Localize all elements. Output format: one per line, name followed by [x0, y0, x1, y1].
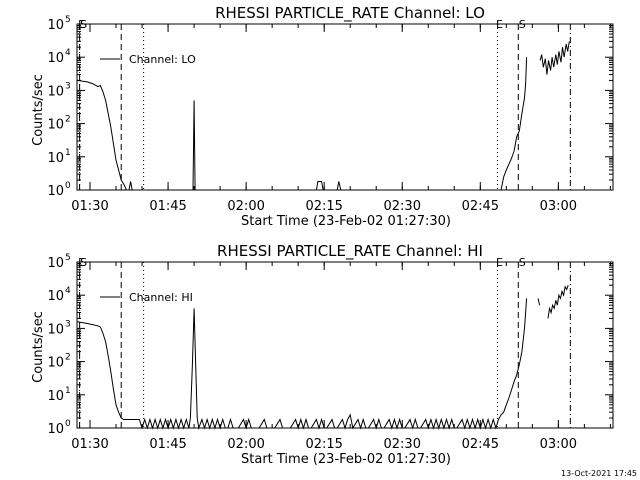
legend-label: Channel: HI [129, 291, 193, 304]
marker-label: E [78, 18, 85, 31]
legend-label: Channel: LO [129, 53, 196, 66]
y-tick-label: 10 [47, 51, 64, 66]
marker-label: E [496, 18, 503, 31]
y-tick-exponent: 1 [65, 386, 71, 396]
marker-label: S [80, 256, 87, 269]
series-line-lo [336, 181, 342, 191]
y-tick-exponent: 1 [65, 148, 71, 158]
y-tick-label: 10 [47, 84, 64, 99]
y-tick-exponent: 2 [65, 353, 71, 363]
y-tick-label: 10 [47, 389, 64, 404]
chart-title-lo: RHESSI PARTICLE_RATE Channel: LO [215, 4, 485, 23]
y-tick-label: 10 [47, 184, 64, 199]
y-tick-label: 10 [47, 289, 64, 304]
panel-lo: RHESSI PARTICLE_RATE Channel: LO Counts/… [31, 4, 614, 229]
y-tick-exponent: 4 [65, 48, 71, 58]
y-axis-label-lo: Counts/sec [31, 74, 46, 146]
marker-label: S [519, 18, 526, 31]
x-tick-label: 01:30 [71, 437, 108, 452]
y-tick-exponent: 0 [65, 181, 71, 191]
series-line-hi [76, 298, 528, 430]
y-tick-exponent: 3 [65, 319, 71, 329]
plot-frame-lo [76, 23, 614, 191]
x-axis-label-lo: Start Time (23-Feb-02 01:27:30) [241, 214, 451, 229]
y-tick-label: 10 [47, 118, 64, 133]
series-line-lo [128, 181, 133, 191]
x-tick-label: 02:15 [305, 437, 342, 452]
panel-hi: RHESSI PARTICLE_RATE Channel: HI Counts/… [31, 242, 614, 467]
series-line-lo [192, 100, 196, 191]
marker-label: S [519, 256, 526, 269]
x-tick-label: 02:15 [305, 199, 342, 214]
series-line-lo [539, 41, 570, 75]
series-line-hi [537, 298, 541, 306]
x-axis-label-hi: Start Time (23-Feb-02 01:27:30) [241, 452, 451, 467]
chart-title-hi: RHESSI PARTICLE_RATE Channel: HI [217, 242, 483, 261]
y-tick-exponent: 4 [65, 286, 71, 296]
x-tick-label: 01:30 [71, 199, 108, 214]
y-tick-label: 10 [47, 322, 64, 337]
footer-timestamp: 13-Oct-2021 17:45 [561, 469, 637, 478]
y-tick-exponent: 3 [65, 81, 71, 91]
series-line-lo [76, 79, 127, 191]
x-tick-label: 01:45 [149, 199, 186, 214]
series-line-lo [315, 181, 324, 191]
x-tick-label: 02:00 [227, 437, 264, 452]
y-tick-label: 10 [47, 356, 64, 371]
marker-label: E [78, 256, 85, 269]
x-tick-label: 03:00 [540, 437, 577, 452]
y-tick-label: 10 [47, 256, 64, 271]
y-tick-exponent: 2 [65, 115, 71, 125]
y-tick-exponent: 5 [65, 253, 71, 263]
y-axis-label-hi: Counts/sec [31, 311, 46, 383]
y-tick-label: 10 [47, 18, 64, 33]
marker-label: S [80, 18, 87, 31]
y-tick-label: 10 [47, 422, 64, 437]
x-tick-label: 02:45 [462, 437, 499, 452]
x-tick-label: 02:45 [462, 199, 499, 214]
y-tick-label: 10 [47, 151, 64, 166]
marker-label: E [496, 256, 503, 269]
series-line-lo [500, 57, 528, 191]
x-tick-label: 01:45 [149, 437, 186, 452]
x-tick-label: 02:30 [384, 437, 421, 452]
series-line-hi [547, 285, 569, 319]
x-tick-label: 03:00 [540, 199, 577, 214]
y-tick-exponent: 5 [65, 15, 71, 25]
x-tick-label: 02:00 [227, 199, 264, 214]
x-tick-label: 02:30 [384, 199, 421, 214]
y-tick-exponent: 0 [65, 419, 71, 429]
